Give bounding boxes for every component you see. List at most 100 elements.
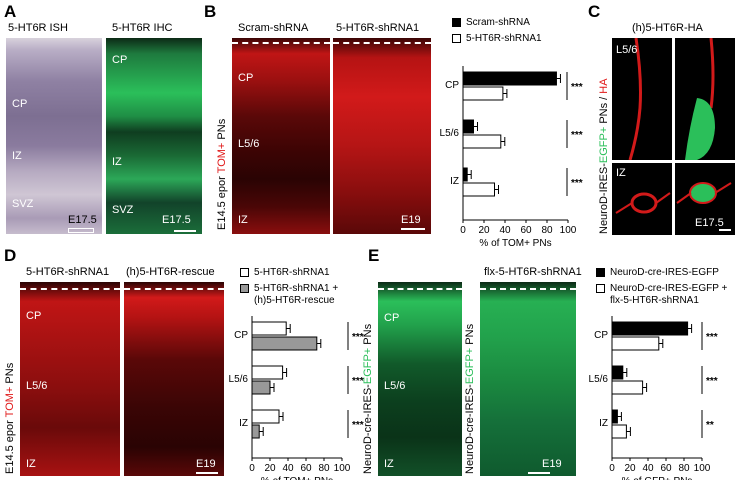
ihc-region-svz: SVZ <box>112 204 134 216</box>
d-img1-title: 5-HT6R-shRNA1 <box>26 266 110 278</box>
b-region-l56: L5/6 <box>238 138 260 150</box>
b-scram-micrograph: CP L5/6 IZ <box>232 38 330 234</box>
bar <box>251 424 260 439</box>
significance-stars: ** <box>706 420 714 431</box>
category-label: L5/6 <box>589 374 609 385</box>
b-region-iz: IZ <box>238 214 248 226</box>
x-tick-label: 60 <box>300 463 312 474</box>
b-shrna-pial-line <box>333 42 431 44</box>
c-side-label-part2: EGFP+ <box>598 126 610 164</box>
b-legend-swatch-1 <box>452 18 461 27</box>
c-side-label: NeuroD-IRES-EGFP+ PNs / HA <box>598 78 610 234</box>
d-side-label: E14.5 epor TOM+ PNs <box>4 363 16 474</box>
e-side-label-1-part2: EGFP+ <box>362 347 374 385</box>
b-scram-pial-line <box>232 42 330 44</box>
ihc-title: 5-HT6R IHC <box>112 22 173 34</box>
c-l56-ha-neuron <box>628 38 642 160</box>
e-side-label-1-part1: NeuroD-cre-IRES- <box>362 384 374 474</box>
e-side-label-2: NeuroD-cre-IRES-EGFP+ PNs <box>464 324 476 474</box>
significance-stars: *** <box>571 178 583 189</box>
d-rescue-micrograph: E19 <box>124 282 224 476</box>
d-scale-bar <box>196 472 218 474</box>
category-label: CP <box>445 80 459 91</box>
e-control-pial-line <box>378 288 462 290</box>
bar <box>251 380 271 395</box>
panel-label-b: B <box>204 2 217 21</box>
d-age: E19 <box>196 458 216 470</box>
x-tick-label: 40 <box>282 463 294 474</box>
e-age: E19 <box>542 458 562 470</box>
e-side-label-2-part1: NeuroD-cre-IRES- <box>464 384 476 474</box>
c-iz-ha-neuron <box>615 192 671 214</box>
b-bar-chart: 0 20 40 60 80 100 % of TOM+ PNs CP *** L5/6 *** IZ *… <box>440 66 583 249</box>
x-axis-label: % of GFP+ PNs <box>622 476 693 480</box>
ihc-age: E17.5 <box>162 214 191 226</box>
ihc-scale-bar <box>174 230 196 232</box>
x-tick-label: 80 <box>318 463 330 474</box>
x-tick-label: 80 <box>678 463 690 474</box>
b-region-cp: CP <box>238 72 254 84</box>
x-tick-label: 80 <box>541 225 553 236</box>
bar <box>251 409 280 424</box>
panel-label-d: D <box>4 246 17 265</box>
x-tick-label: 40 <box>499 225 511 236</box>
x-tick-label: 0 <box>460 225 466 236</box>
significance-stars: *** <box>706 376 718 387</box>
significance-stars: *** <box>352 332 364 343</box>
x-tick-label: 20 <box>264 463 276 474</box>
e-side-label-1-part3: PNs <box>362 323 374 348</box>
b-side-label-colored: TOM+ <box>216 142 228 174</box>
x-axis-label: % of TOM+ PNs <box>261 476 333 480</box>
ish-title: 5-HT6R ISH <box>8 22 68 34</box>
e-control-micrograph: CP L5/6 IZ <box>378 282 462 476</box>
c-age: E17.5 <box>695 217 724 229</box>
ish-region-svz: SVZ <box>12 198 34 210</box>
b-legend: Scram-shRNA 5-HT6R-shRNA1 <box>452 16 582 46</box>
ihc-region-cp: CP <box>112 54 128 66</box>
ish-scale-bar <box>68 228 94 233</box>
b-legend-label-2: 5-HT6R-shRNA1 <box>466 33 542 44</box>
c-region-iz: IZ <box>616 167 626 179</box>
bar <box>251 365 284 380</box>
d-side-label-prefix: E14.5 epor <box>4 420 16 474</box>
bar <box>611 409 618 424</box>
b-legend-swatch-2 <box>452 34 461 43</box>
significance-stars: *** <box>571 130 583 141</box>
category-label: L5/6 <box>440 128 460 139</box>
panel-label-a: A <box>4 2 17 21</box>
e-side-label-2-part3: PNs <box>464 323 476 348</box>
category-label: CP <box>234 330 248 341</box>
e-legend-label-1: NeuroD-cre-IRES-EGFP <box>610 267 719 278</box>
significance-stars: *** <box>706 332 718 343</box>
b-side-label-prefix: E14.5 epor <box>216 176 228 230</box>
c-side-label-part4: HA <box>598 78 610 94</box>
b-age: E19 <box>401 214 421 226</box>
d-shrna-micrograph: CP L5/6 IZ <box>20 282 120 476</box>
b-img1-title: Scram-shRNA <box>238 22 309 34</box>
e-region-cp: CP <box>384 312 400 324</box>
bar <box>462 134 502 149</box>
e-region-iz: IZ <box>384 458 394 470</box>
bar <box>611 424 627 439</box>
category-label: CP <box>594 330 608 341</box>
b-img2-title: 5-HT6R-shRNA1 <box>336 22 420 34</box>
c-side-label-part3: PNs / <box>598 93 610 127</box>
category-label: L5/6 <box>229 374 249 385</box>
e-bar-chart: 0 20 40 60 80 100% of GFP+ PNs CP *** L5/6 *** IZ *… <box>589 316 718 480</box>
d-legend: 5-HT6R-shRNA1 5-HT6R-shRNA1 + (h)5-HT6R-… <box>240 266 370 314</box>
x-tick-label: 100 <box>694 463 711 474</box>
d-legend-label-2a: 5-HT6R-shRNA1 + <box>254 283 339 294</box>
d-legend-label-2b: (h)5-HT6R-rescue <box>254 295 335 306</box>
x-tick-label: 60 <box>660 463 672 474</box>
bar <box>611 380 644 395</box>
d-side-label-suffix: PNs <box>4 362 16 387</box>
b-side-label: E14.5 epor TOM+ PNs <box>216 119 228 230</box>
bar <box>611 365 624 380</box>
e-shrna-pial-line <box>480 288 576 290</box>
x-tick-label: 20 <box>624 463 636 474</box>
ish-micrograph: CP IZ SVZ E17.5 <box>6 38 102 234</box>
e-legend-swatch-1 <box>596 268 605 277</box>
significance-stars: *** <box>571 82 583 93</box>
c-region-l56: L5/6 <box>616 44 638 56</box>
b-side-label-suffix: PNs <box>216 118 228 143</box>
